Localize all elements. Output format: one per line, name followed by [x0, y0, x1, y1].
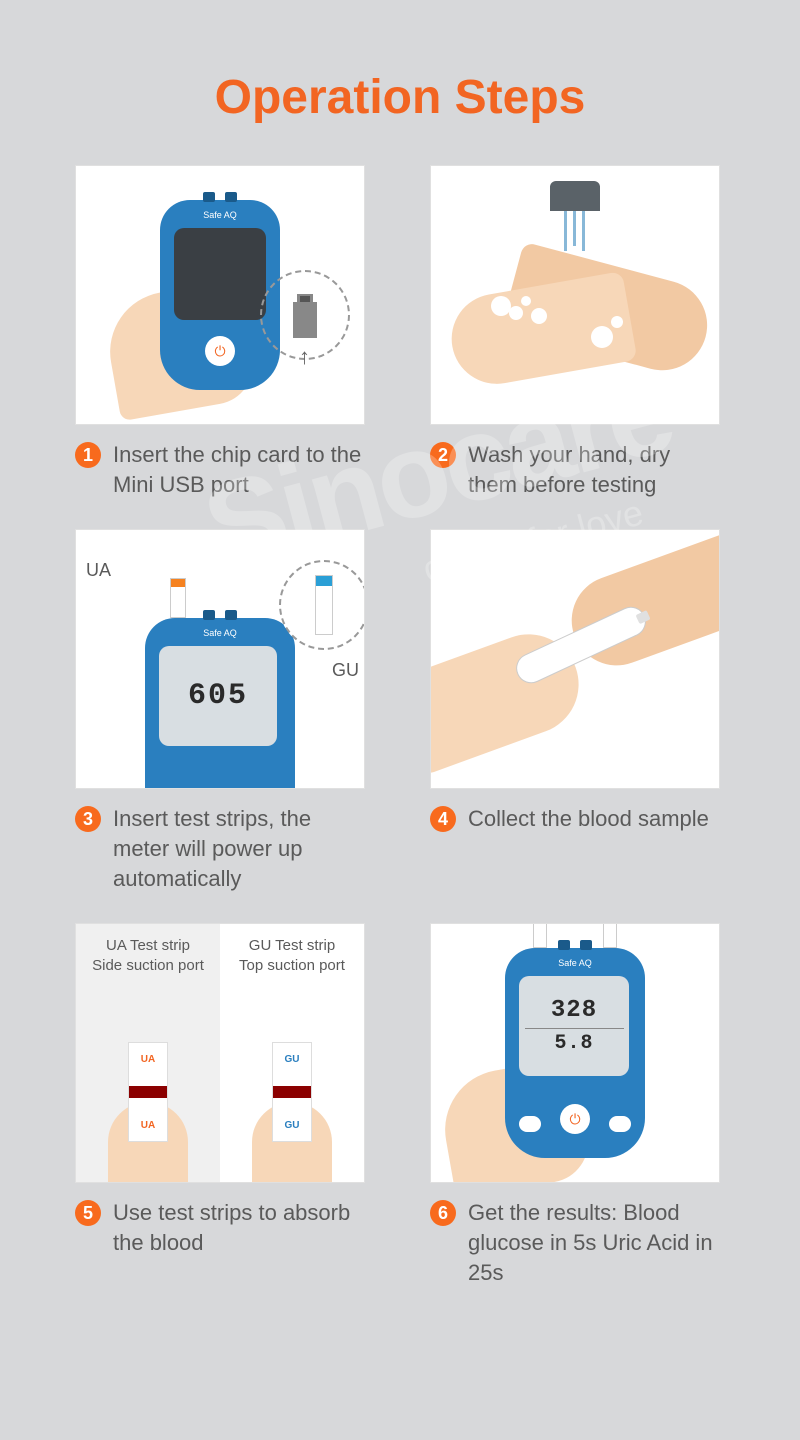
- left-arrow-button: [519, 1116, 541, 1132]
- step-1: Safe AQ ⏻ ↑ 1 Insert the chip card to th…: [75, 165, 370, 499]
- step-2-caption: 2 Wash your hand, dry them before testin…: [430, 440, 725, 499]
- page-title: Operation Steps: [0, 0, 800, 155]
- glucose-meter-icon: Safe AQ 605: [145, 618, 295, 789]
- step-3-image: UA GU ↓ Safe AQ 605: [75, 529, 365, 789]
- water-icon: [560, 211, 590, 251]
- device-brand: Safe AQ: [505, 958, 645, 968]
- step-5: UA Test strip Side suction port UA UA GU…: [75, 923, 370, 1287]
- arrow-up-icon: ↑: [299, 344, 310, 370]
- right-arrow-button: [609, 1116, 631, 1132]
- gu-test-strip-icon: GU GU: [272, 1042, 312, 1142]
- test-strip-icon: [170, 578, 186, 618]
- ua-test-strip-icon: UA UA: [128, 1042, 168, 1142]
- ua-strip-col: UA Test strip Side suction port UA UA: [76, 924, 220, 1182]
- reading-glucose: 5.8: [554, 1033, 593, 1055]
- step-1-image: Safe AQ ⏻ ↑: [75, 165, 365, 425]
- step-3-text: Insert test strips, the meter will power…: [113, 804, 370, 893]
- step-6-caption: 6 Get the results: Blood glucose in 5s U…: [430, 1198, 725, 1287]
- step-badge-3: 3: [75, 806, 101, 832]
- step-2-image: [430, 165, 720, 425]
- ua-text: UA: [141, 1120, 155, 1131]
- device-brand: Safe AQ: [145, 628, 295, 638]
- gu-text: GU: [285, 1120, 300, 1131]
- step-badge-2: 2: [430, 442, 456, 468]
- gu-strip-detail-icon: [279, 560, 365, 650]
- power-icon: ⏻: [560, 1104, 590, 1134]
- step-6-image: Safe AQ 328 5.8 ⏻: [430, 923, 720, 1183]
- step-4-caption: 4 Collect the blood sample: [430, 804, 725, 834]
- step-3: UA GU ↓ Safe AQ 605 3 Insert test strips…: [75, 529, 370, 893]
- step-1-caption: 1 Insert the chip card to the Mini USB p…: [75, 440, 370, 499]
- step-badge-5: 5: [75, 1200, 101, 1226]
- gu-label: GU: [332, 660, 359, 681]
- step-6-text: Get the results: Blood glucose in 5s Uri…: [468, 1198, 725, 1287]
- step-5-text: Use test strips to absorb the blood: [113, 1198, 370, 1257]
- step-2: 2 Wash your hand, dry them before testin…: [430, 165, 725, 499]
- meter-reading: 605: [159, 646, 277, 746]
- step-2-text: Wash your hand, dry them before testing: [468, 440, 725, 499]
- ua-strip-label: UA Test strip Side suction port: [92, 936, 204, 975]
- step-badge-4: 4: [430, 806, 456, 832]
- steps-grid: Safe AQ ⏻ ↑ 1 Insert the chip card to th…: [0, 155, 800, 1328]
- step-4: 4 Collect the blood sample: [430, 529, 725, 893]
- gu-text: GU: [285, 1054, 300, 1065]
- device-brand: Safe AQ: [160, 210, 280, 220]
- step-5-image: UA Test strip Side suction port UA UA GU…: [75, 923, 365, 1183]
- gu-strip-icon: [603, 923, 617, 948]
- step-3-caption: 3 Insert test strips, the meter will pow…: [75, 804, 370, 893]
- step-6: Safe AQ 328 5.8 ⏻ 6 Get the results: Blo…: [430, 923, 725, 1287]
- ua-text: UA: [141, 1054, 155, 1065]
- glucose-meter-icon: Safe AQ 328 5.8 ⏻: [505, 948, 645, 1158]
- step-5-caption: 5 Use test strips to absorb the blood: [75, 1198, 370, 1257]
- step-4-image: [430, 529, 720, 789]
- gu-strip-label: GU Test strip Top suction port: [239, 936, 345, 975]
- gu-strip-col: GU Test strip Top suction port GU GU: [220, 924, 364, 1182]
- step-badge-6: 6: [430, 1200, 456, 1226]
- step-4-text: Collect the blood sample: [468, 804, 725, 834]
- faucet-icon: [550, 181, 600, 211]
- power-icon: ⏻: [205, 336, 235, 366]
- step-1-text: Insert the chip card to the Mini USB por…: [113, 440, 370, 499]
- glucose-meter-icon: Safe AQ ⏻: [160, 200, 280, 390]
- ua-label: UA: [86, 560, 111, 581]
- reading-ua: 328: [551, 998, 597, 1024]
- step-badge-1: 1: [75, 442, 101, 468]
